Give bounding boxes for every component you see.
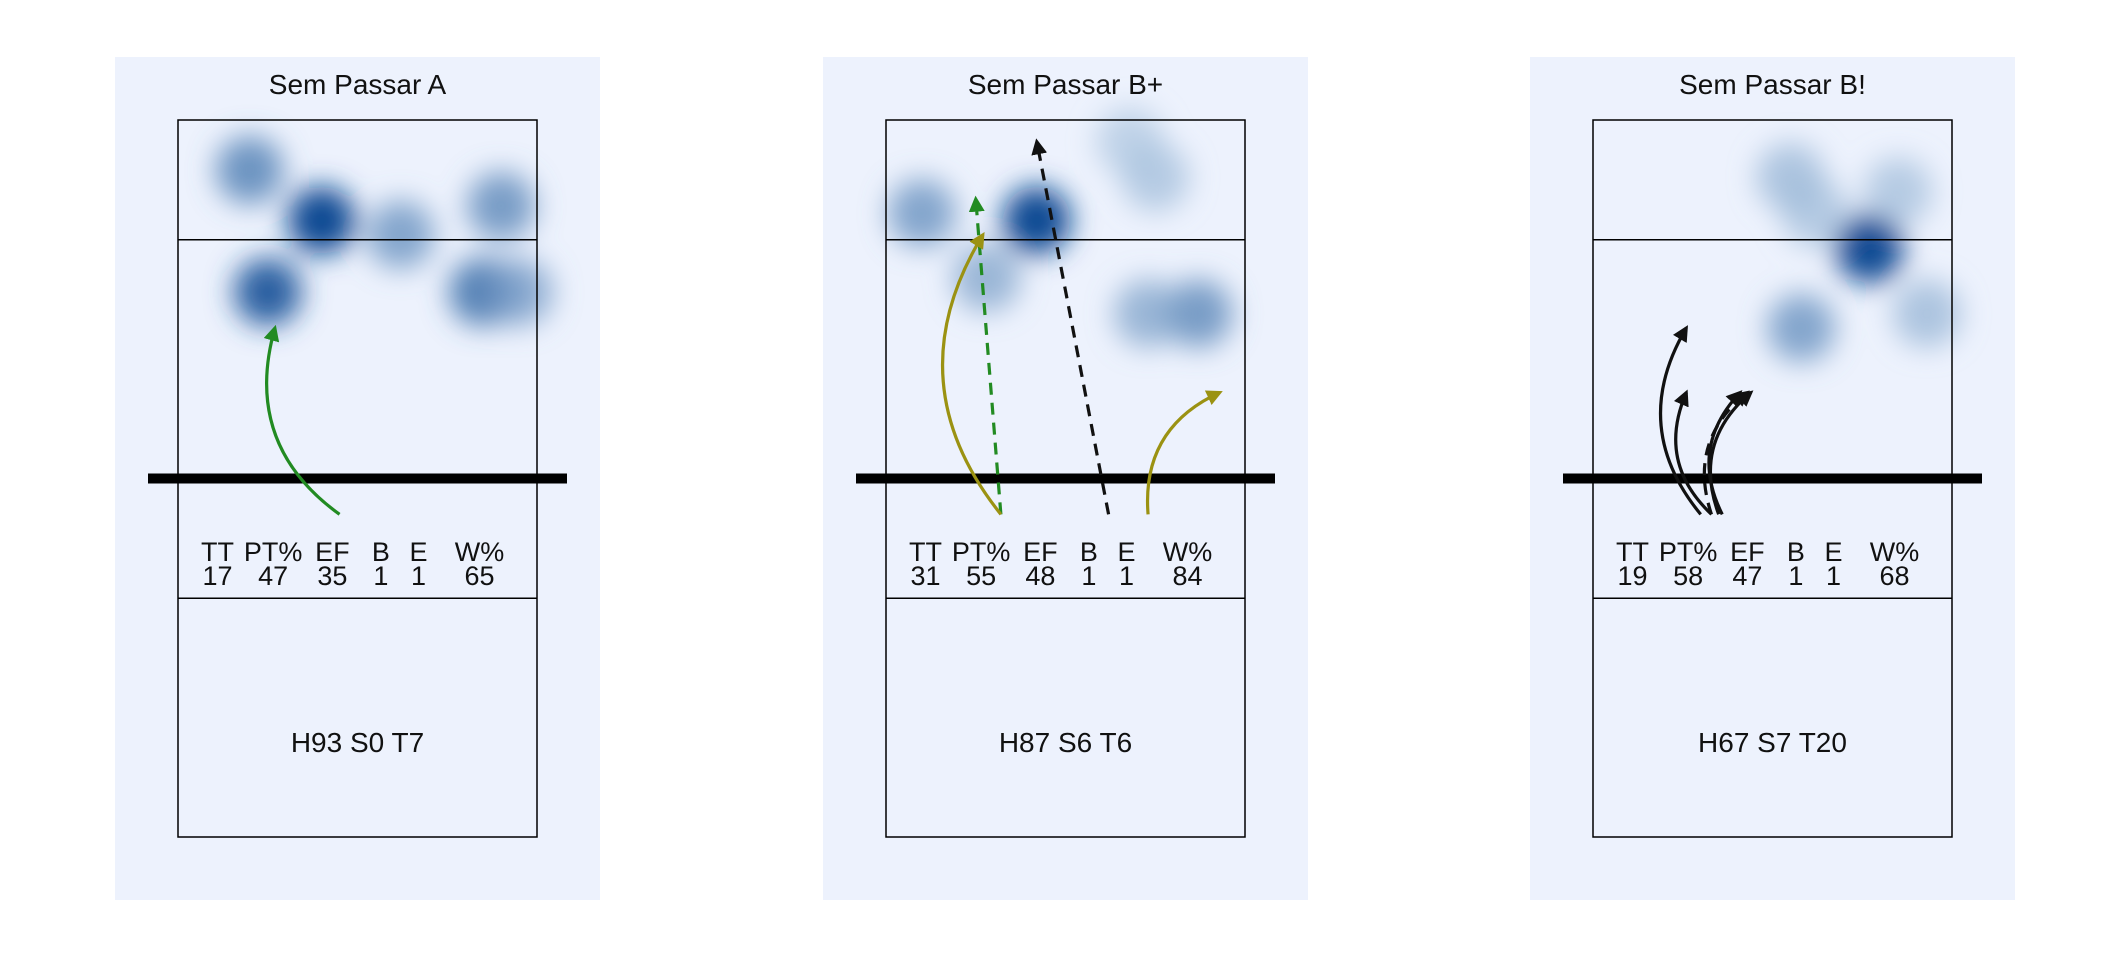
heat-spot	[1864, 157, 1933, 226]
attack-arrow	[1673, 389, 1713, 516]
attack-arrow	[1658, 325, 1702, 516]
stat-value: 47	[258, 561, 288, 591]
stat-value: 1	[1119, 561, 1134, 591]
stat-header: EF	[315, 537, 350, 567]
stat-header: EF	[1023, 537, 1058, 567]
stat-header: TT	[909, 537, 942, 567]
stat-header: W%	[1163, 537, 1213, 567]
attack-arrow	[1031, 138, 1111, 515]
stat-header: E	[1825, 537, 1843, 567]
heat-spot	[1164, 279, 1233, 348]
heat-spot	[952, 243, 1021, 312]
heat-spot	[485, 258, 554, 327]
attack-arrow	[968, 195, 1003, 515]
panel-footer: H87 S6 T6	[999, 727, 1132, 758]
stat-value: 31	[910, 561, 940, 591]
panel-footer: H67 S7 T20	[1698, 727, 1847, 758]
stat-header: E	[1118, 537, 1136, 567]
stat-header: TT	[1616, 537, 1649, 567]
heat-spot	[287, 186, 356, 255]
stat-value: 1	[373, 561, 388, 591]
heat-spot	[1002, 186, 1071, 255]
stat-value: 65	[465, 561, 495, 591]
stat-value: 1	[1081, 561, 1096, 591]
heat-spot	[1096, 107, 1165, 176]
heat-spot	[215, 136, 284, 205]
panel-footer: H93 S0 T7	[291, 727, 424, 758]
heat-spot	[1835, 215, 1904, 284]
panel-title: Sem Passar B+	[968, 69, 1163, 100]
stat-header: PT%	[244, 537, 303, 567]
attack-arrow	[940, 231, 1003, 516]
stat-value: 35	[317, 561, 347, 591]
heat-spot	[1781, 179, 1850, 248]
stat-value: 55	[966, 561, 996, 591]
attack-arrow	[1707, 390, 1743, 516]
heat-spot	[366, 200, 435, 269]
stat-value: 84	[1173, 561, 1203, 591]
stat-header: PT%	[1659, 537, 1718, 567]
heat-spot	[887, 179, 956, 248]
stat-header: TT	[201, 537, 234, 567]
heatmap-layer	[215, 136, 554, 327]
stat-value: 47	[1732, 561, 1762, 591]
stat-value: 19	[1617, 561, 1647, 591]
attack-arrow	[1702, 390, 1750, 515]
stat-value: 1	[1788, 561, 1803, 591]
heatmap-layer	[1756, 143, 1961, 362]
heat-spot	[467, 172, 536, 241]
stat-header: B	[1787, 537, 1805, 567]
heat-spot	[1892, 279, 1961, 348]
panel-title: Sem Passar B!	[1679, 69, 1866, 100]
attack-arrow	[263, 324, 341, 516]
heat-spot	[233, 258, 302, 327]
stat-header: PT%	[952, 537, 1011, 567]
stat-header: EF	[1730, 537, 1765, 567]
stat-value: 58	[1673, 561, 1703, 591]
heat-spot	[1114, 279, 1183, 348]
stat-value: 48	[1025, 561, 1055, 591]
stat-value: 1	[411, 561, 426, 591]
stat-value: 17	[202, 561, 232, 591]
panel-title: Sem Passar A	[269, 69, 447, 100]
stat-header: W%	[455, 537, 505, 567]
heatmap-layer	[887, 107, 1233, 348]
attack-arrow	[1145, 390, 1223, 515]
stat-header: E	[410, 537, 428, 567]
stat-header: W%	[1870, 537, 1920, 567]
stat-value: 1	[1826, 561, 1841, 591]
heat-spot	[1767, 293, 1836, 362]
stat-value: 68	[1880, 561, 1910, 591]
stat-header: B	[372, 537, 390, 567]
stat-header: B	[1080, 537, 1098, 567]
